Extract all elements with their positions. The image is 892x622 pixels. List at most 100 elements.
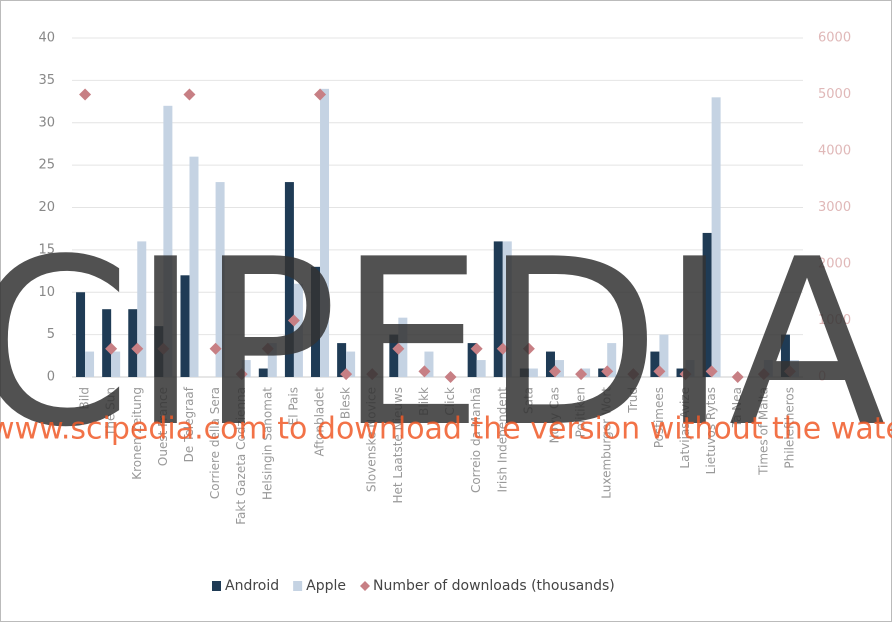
bar (659, 334, 669, 377)
download-marker (105, 342, 118, 355)
x-tick-label: Blikk (417, 387, 431, 416)
y-tick-label: 20 (38, 200, 55, 215)
bar (389, 334, 399, 377)
x-tick-label: Lietuvos Rytas (704, 387, 718, 474)
x-tick-label: Het Laatste Nieuws (391, 387, 405, 504)
download-marker (157, 342, 170, 355)
download-marker (261, 342, 274, 355)
x-tick-label: Helsingin Sanomat (260, 387, 274, 500)
x-tick-label: Aftonbladet (313, 387, 327, 457)
y-tick-label: 0 (47, 370, 55, 385)
bar (424, 351, 434, 377)
x-tick-label: Phileleftheros (782, 387, 796, 469)
download-marker (575, 368, 588, 381)
bar (128, 309, 138, 377)
bar (215, 182, 225, 377)
y-tick-label: 40 (38, 31, 55, 46)
y2-tick-label: 2000 (818, 257, 851, 272)
bar (241, 360, 251, 377)
x-tick-label: Politiken (574, 387, 588, 437)
y-tick-label: 10 (38, 285, 55, 300)
y-tick-label: 30 (38, 115, 55, 130)
download-marker (209, 342, 222, 355)
x-tick-label: Trud (626, 387, 640, 414)
download-marker (79, 88, 92, 101)
download-marker (496, 342, 509, 355)
download-marker (287, 314, 300, 327)
y2-tick-label: 6000 (818, 31, 851, 46)
x-tick-label: Ta Nea (730, 387, 744, 428)
watermark: www.scipedia.com to download the version… (0, 412, 892, 447)
bar (154, 326, 164, 377)
download-marker (653, 365, 666, 378)
download-marker (601, 365, 614, 378)
y-tick-label: 5 (47, 327, 55, 342)
download-marker (705, 365, 718, 378)
x-tick-label: Irish Independent (495, 387, 509, 493)
bar (258, 368, 268, 377)
x-tick-label: Postimees (652, 387, 666, 448)
x-tick-label: Slovenske Novice (365, 387, 379, 492)
x-tick-label: Times of Malta (756, 387, 770, 476)
bar (284, 182, 294, 377)
legend-swatch (360, 581, 370, 591)
download-marker (444, 371, 457, 383)
bar (337, 343, 347, 377)
bar (311, 266, 321, 377)
legend-label: Number of downloads (thousands) (373, 578, 615, 594)
bar (650, 351, 660, 377)
x-tick-label: Kronen Zeitung (130, 387, 144, 480)
bar (519, 368, 529, 377)
bar (267, 343, 277, 377)
download-marker (731, 371, 744, 383)
download-marker (366, 368, 379, 381)
bar (780, 334, 790, 377)
bar (789, 360, 799, 377)
download-marker (522, 342, 535, 355)
bar (76, 292, 86, 377)
legend-swatch (293, 581, 303, 591)
bar (763, 360, 773, 377)
x-tick-label: Correio da Manhã (469, 387, 483, 493)
download-marker (679, 368, 692, 381)
x-tick-label: Latvijas Avize (678, 387, 692, 469)
bar (702, 232, 712, 377)
y2-tick-label: 1000 (818, 313, 851, 328)
bar (320, 88, 330, 377)
bar (685, 360, 695, 377)
bar (545, 351, 555, 377)
bar (502, 241, 512, 377)
download-marker (548, 365, 561, 378)
x-tick-label: Bild (78, 387, 92, 410)
watermark-logo: SCIPEDIA (0, 211, 886, 478)
x-tick-label: Fakt Gazeta Codzienna (234, 387, 248, 525)
x-tick-label: Ouest France (156, 387, 170, 466)
bar (493, 241, 503, 377)
y-tick-label: 25 (38, 158, 55, 173)
bar (607, 343, 617, 377)
y2-tick-label: 5000 (818, 87, 851, 102)
x-tick-label: Click (443, 387, 457, 416)
bar (189, 156, 199, 377)
download-marker (235, 368, 248, 381)
download-marker (340, 368, 353, 381)
bar (528, 368, 538, 377)
download-marker (131, 342, 144, 355)
x-tick-label: Corriere della Sera (208, 387, 222, 499)
download-marker (757, 368, 770, 381)
y2-tick-label: 4000 (818, 144, 851, 159)
bar (293, 283, 303, 377)
legend-swatch (212, 581, 221, 591)
y-tick-label: 35 (38, 73, 55, 88)
y-tick-label: 15 (38, 242, 55, 257)
x-tick-label: Luxemburger Wort (600, 387, 614, 499)
bar (111, 351, 121, 377)
y2-tick-label: 3000 (818, 200, 851, 215)
bar (180, 275, 190, 377)
download-marker (783, 365, 796, 378)
legend-label: Android (225, 578, 279, 594)
download-marker (392, 342, 405, 355)
bar (476, 360, 486, 377)
x-tick-label: Blesk (339, 387, 353, 419)
